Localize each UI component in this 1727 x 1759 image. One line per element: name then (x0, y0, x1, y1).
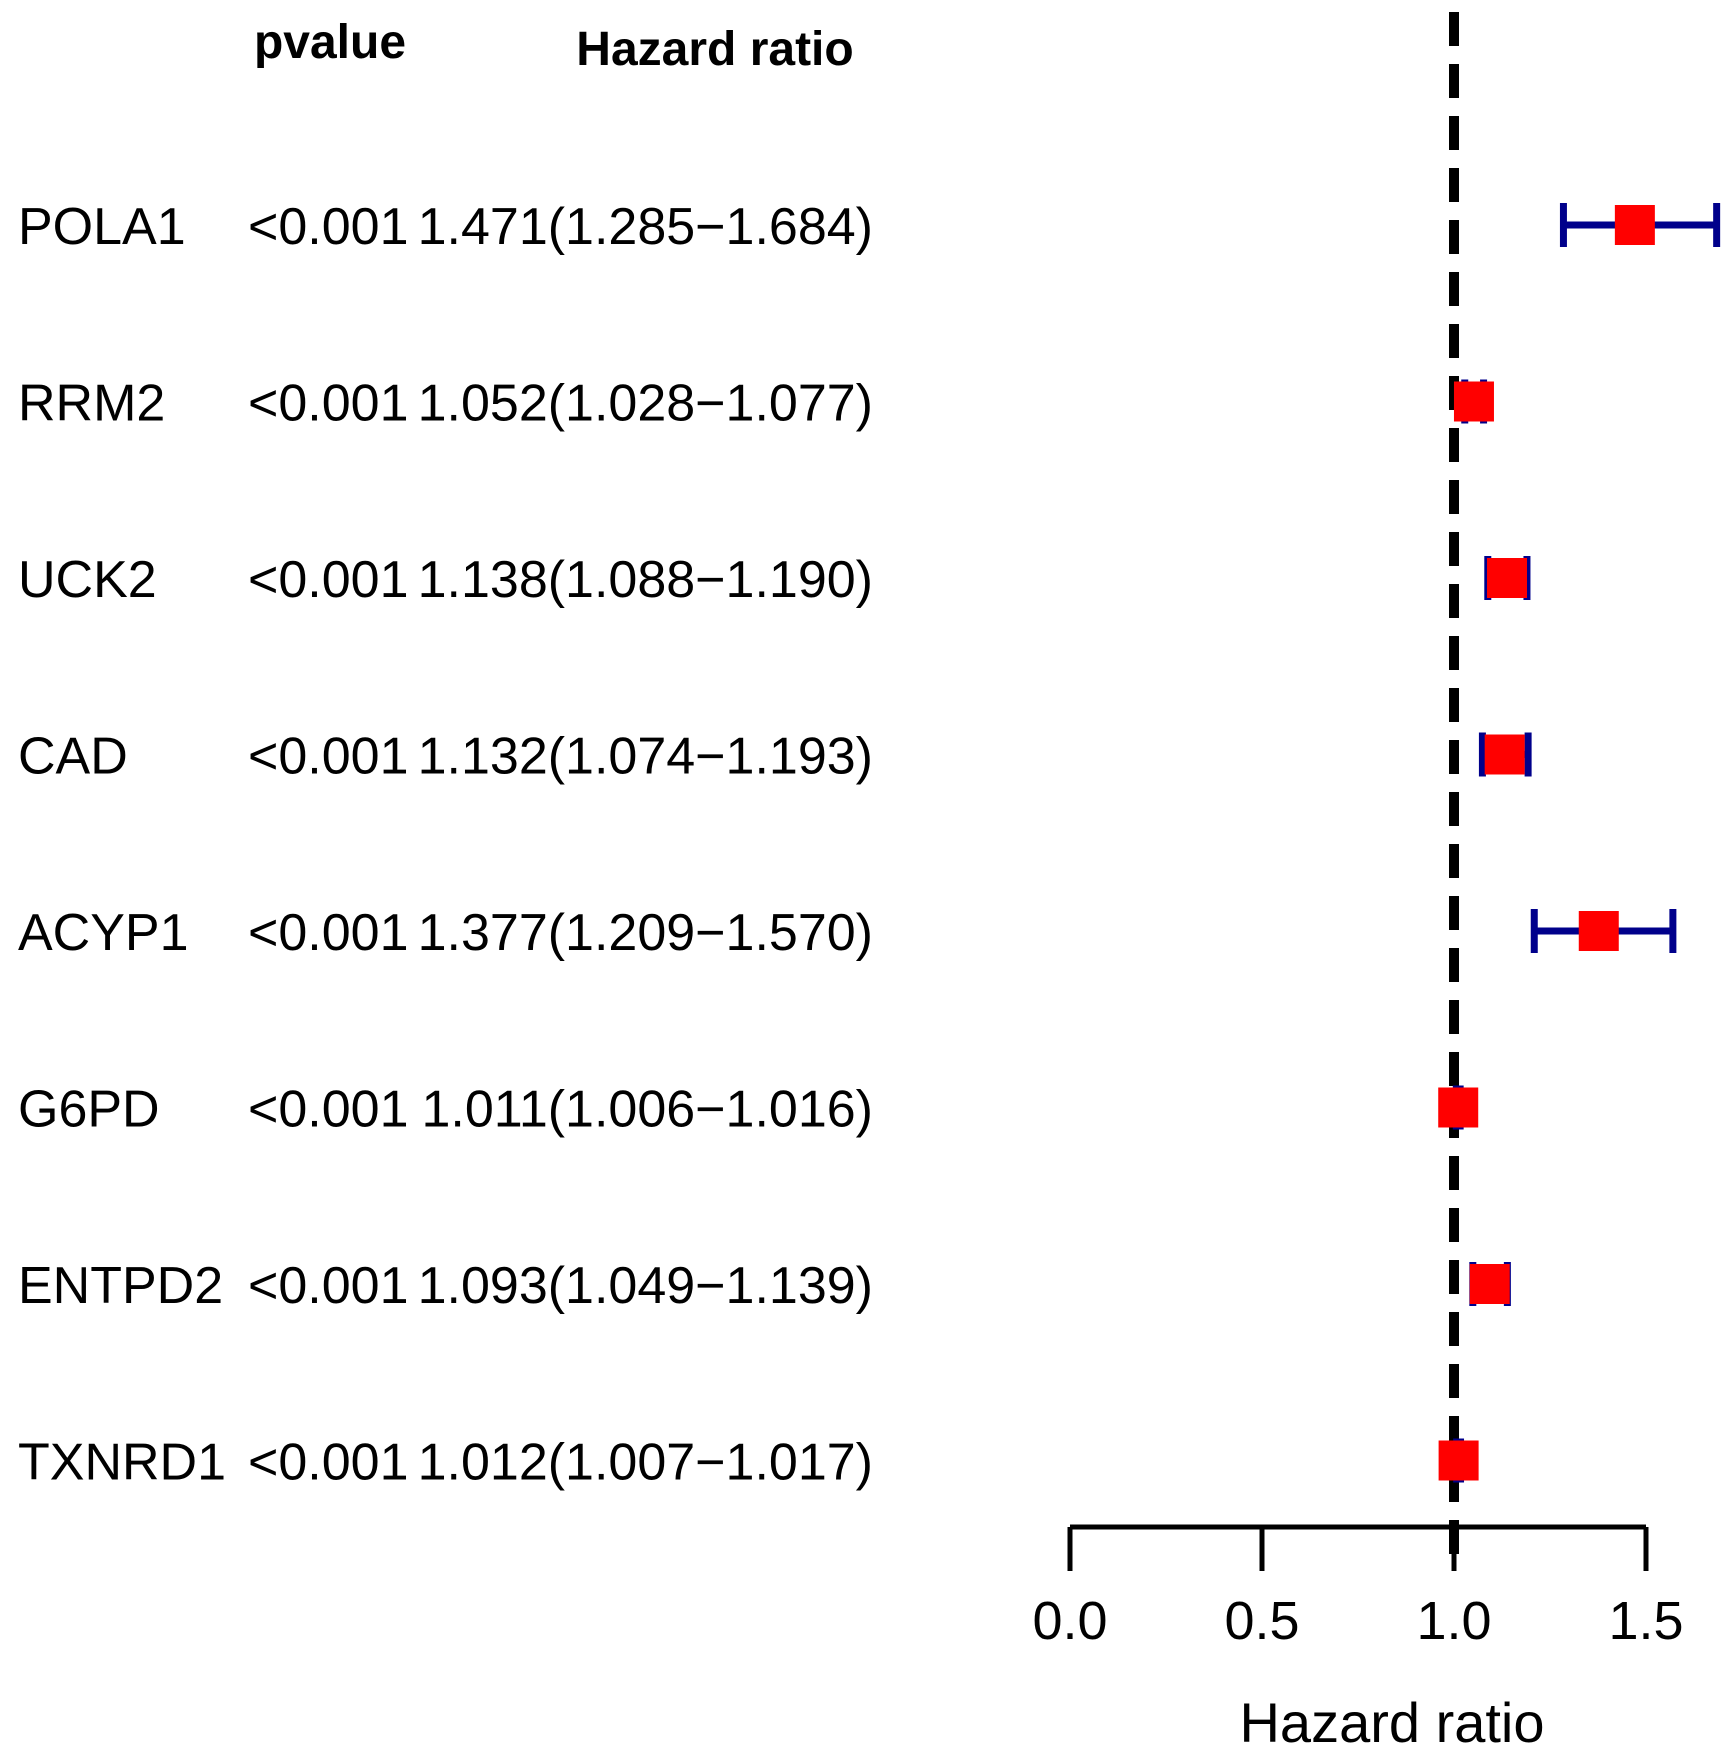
x-tick-label: 1.0 (1416, 1591, 1491, 1651)
ci-row (1438, 1438, 1479, 1483)
hazard-ratio-cell: 1.012(1.007−1.017) (418, 1434, 873, 1492)
table-row: TXNRD1 <0.001 1.012(1.007−1.017) (18, 1434, 873, 1492)
x-tick-label: 0.0 (1032, 1591, 1107, 1651)
hazard-ratio-column-header: Hazard ratio (576, 23, 853, 76)
x-axis: 0.0 0.5 1.0 1.5 (1032, 1524, 1684, 1651)
pvalue-cell: <0.001 (248, 728, 409, 786)
hr-point (1453, 381, 1494, 422)
table-row: ENTPD2 <0.001 1.093(1.049−1.139) (18, 1257, 873, 1315)
table-row: CAD <0.001 1.132(1.074−1.193) (18, 728, 873, 786)
pvalue-cell: <0.001 (248, 375, 409, 433)
hr-point (1438, 1440, 1479, 1481)
pvalue-cell: <0.001 (248, 1434, 409, 1492)
x-axis-title: Hazard ratio (1239, 1691, 1544, 1754)
table-row: ACYP1 <0.001 1.377(1.209−1.570) (18, 904, 873, 962)
hazard-ratio-cell: 1.052(1.028−1.077) (418, 375, 873, 433)
gene-label: ENTPD2 (18, 1257, 223, 1315)
ci-row (1469, 1262, 1511, 1306)
table-row: G6PD <0.001 1.011(1.006−1.016) (18, 1081, 873, 1139)
ci-row (1438, 1085, 1479, 1130)
pvalue-cell: <0.001 (248, 1257, 409, 1315)
hazard-ratio-cell: 1.471(1.285−1.684) (418, 198, 873, 256)
table-row: POLA1 <0.001 1.471(1.285−1.684) (18, 198, 873, 256)
pvalue-cell: <0.001 (248, 1081, 409, 1139)
gene-label: ACYP1 (18, 904, 189, 962)
x-tick-label: 0.5 (1224, 1591, 1299, 1651)
hazard-ratio-cell: 1.377(1.209−1.570) (418, 904, 873, 962)
hr-point (1438, 1087, 1479, 1128)
ci-row (1453, 379, 1494, 424)
ci-row (1530, 909, 1677, 953)
hr-point (1469, 1264, 1510, 1304)
table-row: UCK2 <0.001 1.138(1.088−1.190) (18, 551, 873, 609)
gene-label: UCK2 (18, 551, 157, 609)
gene-label: G6PD (18, 1081, 160, 1139)
hazard-ratio-cell: 1.011(1.006−1.016) (421, 1081, 873, 1139)
x-tick-label: 1.5 (1608, 1591, 1683, 1651)
hr-point (1578, 911, 1619, 951)
pvalue-cell: <0.001 (248, 904, 409, 962)
ci-row (1559, 203, 1721, 247)
hazard-ratio-cell: 1.138(1.088−1.190) (418, 551, 873, 609)
gene-label: RRM2 (18, 375, 165, 433)
gene-label: CAD (18, 728, 128, 786)
hazard-ratio-cell: 1.093(1.049−1.139) (418, 1257, 873, 1315)
hazard-ratio-cell: 1.132(1.074−1.193) (418, 728, 873, 786)
gene-label: POLA1 (18, 198, 186, 256)
pvalue-cell: <0.001 (248, 551, 409, 609)
hr-point (1614, 205, 1655, 245)
gene-label: TXNRD1 (18, 1434, 226, 1492)
confidence-intervals (1438, 203, 1721, 1483)
table-row: RRM2 <0.001 1.052(1.028−1.077) (18, 375, 873, 433)
pvalue-column-header: pvalue (254, 16, 406, 69)
ci-row (1478, 732, 1532, 777)
hr-point (1484, 734, 1525, 775)
pvalue-cell: <0.001 (248, 198, 409, 256)
rows-layer: POLA1 <0.001 1.471(1.285−1.684)RRM2 <0.001 1… (18, 198, 873, 1492)
ci-row (1484, 556, 1531, 600)
hr-point (1486, 558, 1527, 598)
